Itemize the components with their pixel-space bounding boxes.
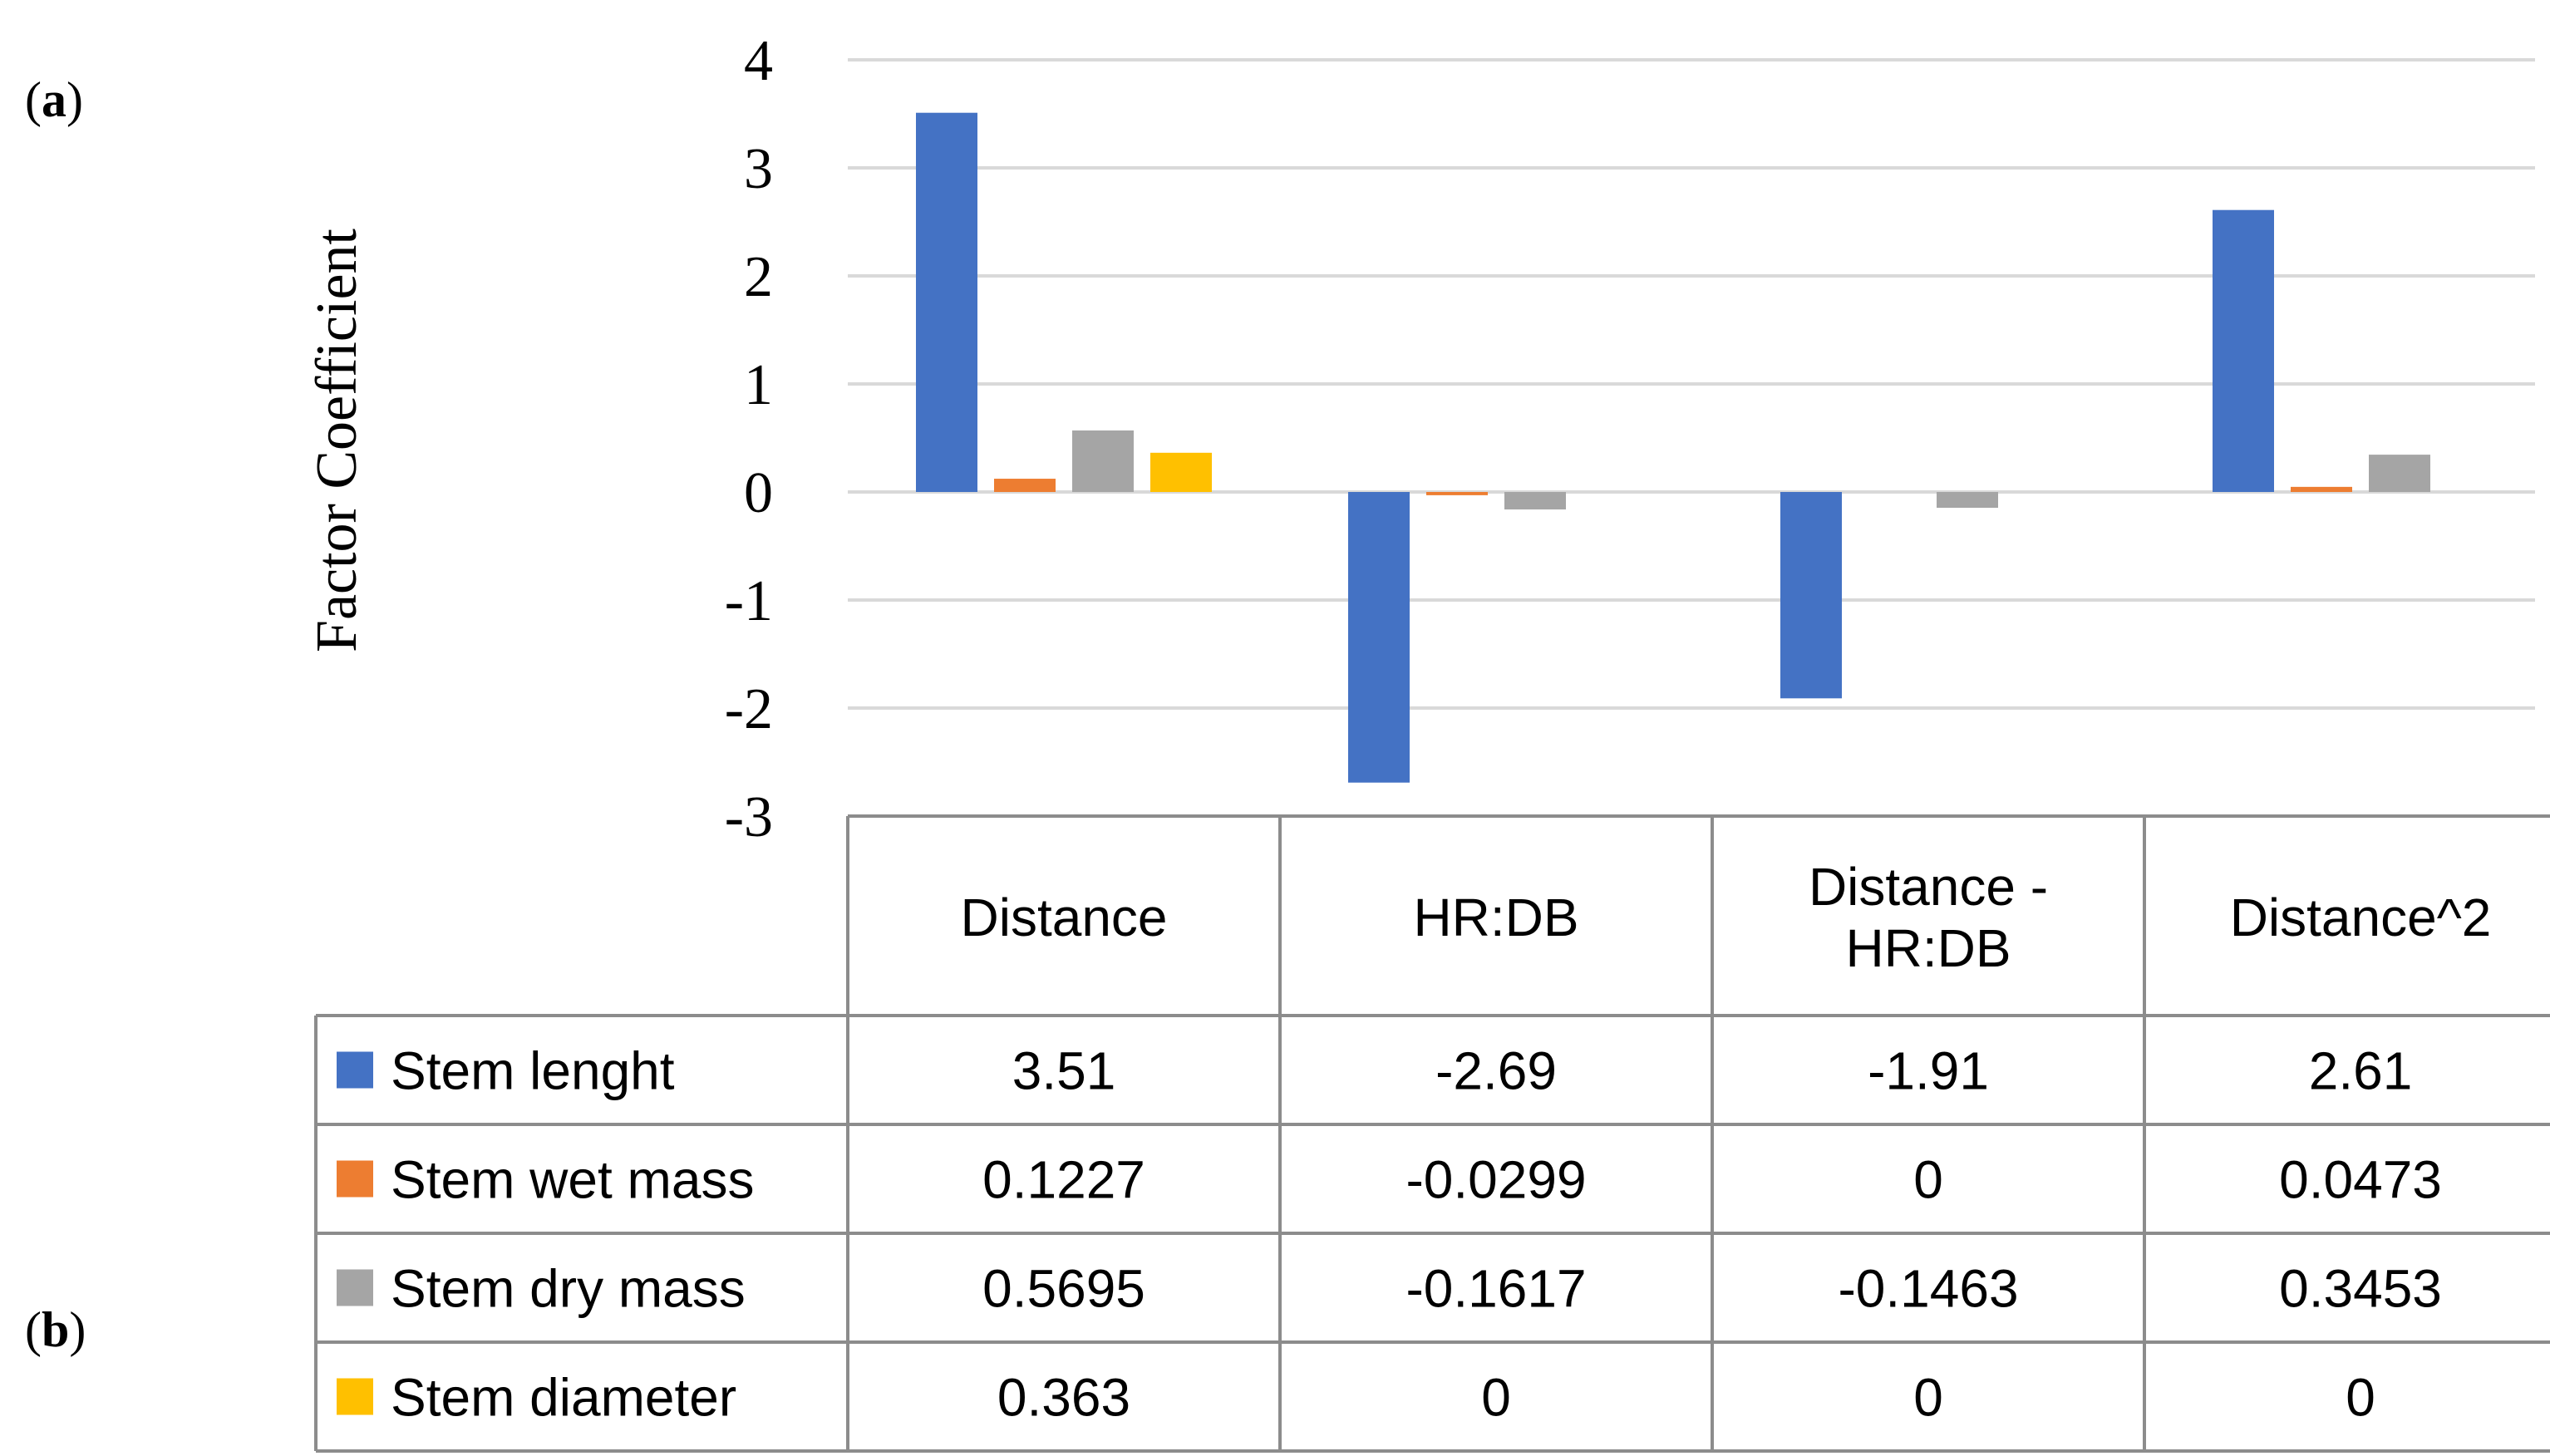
bar bbox=[1426, 492, 1488, 495]
legend-swatch bbox=[337, 1269, 373, 1306]
y-tick-label: -1 bbox=[725, 569, 773, 633]
category-label: Distance bbox=[961, 888, 1168, 947]
gridlines bbox=[848, 58, 2535, 710]
data-label: 0.3453 bbox=[2279, 1259, 2442, 1319]
y-tick-label: -2 bbox=[725, 677, 773, 741]
panel-label-a: (a) bbox=[25, 72, 83, 127]
data-label: 2.61 bbox=[2309, 1041, 2413, 1101]
bar bbox=[994, 479, 1056, 492]
category-label: HR:DB bbox=[1845, 918, 2011, 978]
data-label: 0.1227 bbox=[982, 1150, 1145, 1210]
bar bbox=[1072, 430, 1134, 492]
y-axis-ticks: 4 3 2 1 0 -1 -2 -3 bbox=[725, 29, 773, 849]
legend-label: Stem lenght bbox=[391, 1041, 675, 1101]
bar bbox=[1504, 492, 1566, 510]
bar bbox=[1780, 492, 1842, 699]
category-label: Distance - bbox=[1809, 857, 2048, 917]
y-tick-label: 2 bbox=[744, 245, 773, 309]
bars bbox=[916, 112, 2430, 783]
bar bbox=[1150, 452, 1212, 492]
legend-swatch bbox=[337, 1051, 373, 1089]
legend-label: Stem wet mass bbox=[391, 1150, 754, 1210]
data-label: -0.1463 bbox=[1838, 1259, 2018, 1319]
y-tick-label: 4 bbox=[744, 29, 773, 93]
data-label: 0 bbox=[1481, 1368, 1511, 1428]
bar bbox=[2369, 455, 2430, 492]
data-label: 0 bbox=[1913, 1150, 1943, 1210]
panel-label-b-letter: b bbox=[42, 1302, 69, 1357]
data-label: -2.69 bbox=[1435, 1041, 1557, 1101]
y-tick-label: 1 bbox=[744, 353, 773, 417]
data-label: -0.1617 bbox=[1405, 1259, 1586, 1319]
panel-label-a-letter: a bbox=[42, 72, 66, 127]
data-label: 0.0473 bbox=[2279, 1150, 2442, 1210]
y-tick-label: 0 bbox=[744, 461, 773, 525]
category-label: HR:DB bbox=[1413, 888, 1578, 947]
bar bbox=[2291, 486, 2352, 492]
y-tick-label: 3 bbox=[744, 137, 773, 201]
data-label: 0 bbox=[1913, 1368, 1943, 1428]
legend-label: Stem dry mass bbox=[391, 1259, 746, 1319]
legend-label: Stem diameter bbox=[391, 1368, 736, 1428]
category-label: Distance^2 bbox=[2230, 888, 2492, 947]
data-label: 0.5695 bbox=[982, 1259, 1145, 1319]
y-axis-label: Factor Coefficient bbox=[305, 228, 369, 652]
data-label: -0.0299 bbox=[1405, 1150, 1586, 1210]
data-label: 3.51 bbox=[1012, 1041, 1116, 1101]
bar bbox=[1348, 492, 1410, 783]
legend-swatch bbox=[337, 1160, 373, 1198]
data-label: 0.363 bbox=[997, 1368, 1130, 1428]
bar bbox=[1937, 492, 1998, 509]
bar bbox=[916, 112, 977, 492]
data-label: -1.91 bbox=[1868, 1041, 1989, 1101]
data-label: 0 bbox=[2346, 1368, 2375, 1428]
y-tick-label: -3 bbox=[725, 785, 773, 849]
bar bbox=[2213, 209, 2274, 492]
legend-swatch bbox=[337, 1378, 373, 1415]
panel-label-b: (b) bbox=[25, 1302, 86, 1357]
